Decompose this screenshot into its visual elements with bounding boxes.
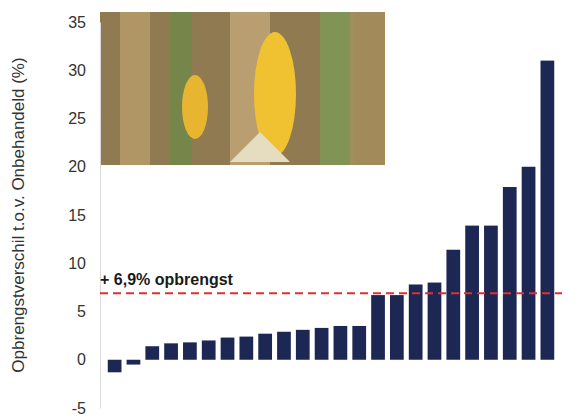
bar [127,360,141,365]
photo-leaf [320,12,355,165]
photo-leaf [120,12,150,165]
annotations: + 6,9% opbrengst [100,271,562,293]
y-tick-label: 25 [68,110,86,127]
bar [352,326,366,360]
y-tick-label: 0 [77,351,86,368]
y-tick-label: -5 [72,400,86,417]
annotation-label: + 6,9% opbrengst [100,271,234,288]
bar [277,332,291,360]
y-tick: 10 [68,255,100,272]
y-tick: 30 [68,62,100,79]
y-tick: 0 [77,351,100,368]
bar [446,250,460,360]
bar [239,337,253,360]
bar [390,295,404,360]
photo-leaf [350,12,385,165]
bar [221,338,235,360]
bar [145,346,159,360]
reference-line [100,292,562,294]
bar [164,343,178,359]
y-tick: 35 [68,14,100,31]
y-tick-label: 30 [68,62,86,79]
y-tick: -5 [72,400,100,417]
bar [522,167,536,360]
photo-husk [230,132,290,162]
y-tick-label: 20 [68,158,86,175]
bar [503,187,517,360]
y-tick: 25 [68,110,100,127]
bar [183,342,197,359]
photo-background [100,12,385,165]
chart: -5 0 5 10 15 20 25 30 35 + 6,9% opbrengst Opbrengs… [0,0,588,419]
bar [296,330,310,360]
bar [258,334,272,360]
y-tick-label: 5 [77,303,86,320]
y-axis: -5 0 5 10 15 20 25 30 35 [68,14,100,417]
photo-corn [182,75,208,139]
bars [108,61,554,373]
bar [315,328,329,360]
bar [108,360,122,373]
y-tick: 15 [68,207,100,224]
y-tick: 20 [68,158,100,175]
y-tick-label: 15 [68,207,86,224]
y-axis-title: Opbrengstverschil t.o.v. Onbehandeld (%) [9,57,28,372]
plot: -5 0 5 10 15 20 25 30 35 + 6,9% opbrengst [68,12,562,417]
bar [202,340,216,359]
y-tick: 5 [77,303,100,320]
y-tick-label: 10 [68,255,86,272]
y-axis-line [100,23,101,409]
bar [371,295,385,360]
bar [409,284,423,359]
bar [334,326,348,360]
y-tick-label: 35 [68,14,86,31]
photo [100,12,385,165]
bar [541,61,555,360]
